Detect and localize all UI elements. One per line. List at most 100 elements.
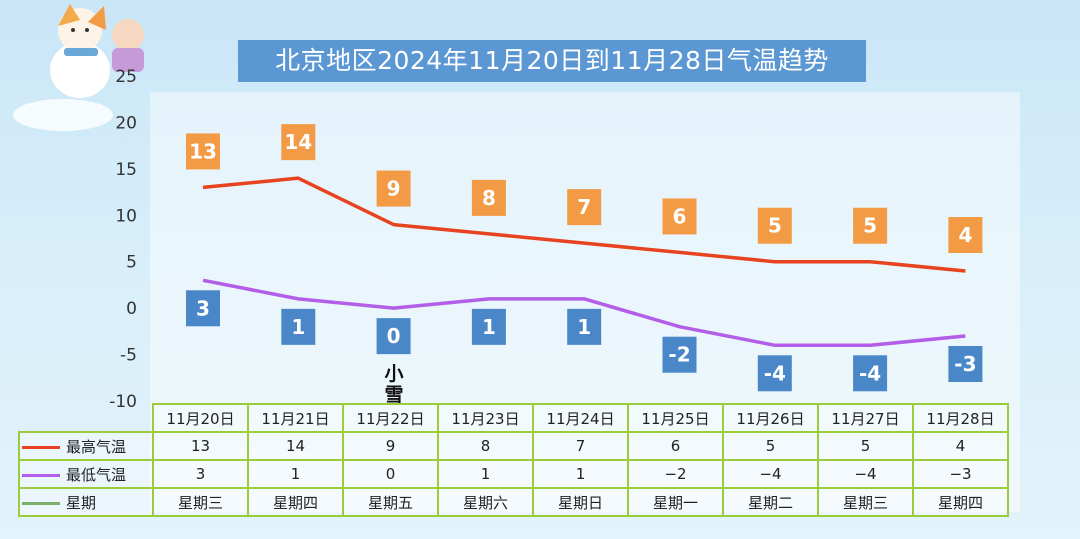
high-value-label: 13 xyxy=(189,139,217,163)
table-corner xyxy=(19,404,153,432)
low-temp-line xyxy=(202,278,966,348)
table-cell: 星期二 xyxy=(722,487,819,517)
table-header-cell: 11月25日 xyxy=(627,403,724,433)
high-value-label: 7 xyxy=(577,195,591,219)
data-table: 11月20日 11月21日 11月22日 11月23日 11月24日 11月25… xyxy=(18,403,1009,517)
table-header-cell: 11月27日 xyxy=(817,403,914,433)
high-value-label: 6 xyxy=(673,204,687,228)
high-value-label: 4 xyxy=(958,223,972,247)
legend-low-label: 最低气温 xyxy=(66,465,127,484)
legend-low: 最低气温 xyxy=(18,459,154,489)
legend-weekday: 星期 xyxy=(18,487,154,517)
y-tick-label: 0 xyxy=(126,299,137,319)
high-value-box xyxy=(376,170,411,207)
high-value-box xyxy=(471,179,506,216)
high-value-label: 8 xyxy=(482,186,496,210)
table-cell: 3 xyxy=(152,459,249,489)
legend-high-label: 最高气温 xyxy=(66,437,127,456)
legend-high-swatch xyxy=(22,445,60,449)
table-cell: 星期三 xyxy=(152,487,249,517)
low-value-label: -3 xyxy=(954,352,976,376)
table-cell: 1 xyxy=(247,459,344,489)
table-cell: −4 xyxy=(722,459,819,489)
high-temp-line xyxy=(202,176,966,273)
y-tick-label: 10 xyxy=(115,206,137,226)
y-tick-label: -10 xyxy=(109,392,137,412)
legend-high: 最高气温 xyxy=(18,431,154,461)
table-row-high: 最高气温 13 14 9 8 7 6 5 5 4 xyxy=(18,431,1009,461)
table-header-cell: 11月28日 xyxy=(912,403,1009,433)
low-value-label: 1 xyxy=(482,315,496,339)
table-cell: 8 xyxy=(437,431,534,461)
low-value-label: 1 xyxy=(291,315,305,339)
high-value-label: 5 xyxy=(768,214,782,238)
table-cell: 5 xyxy=(817,431,914,461)
table-header-row: 11月20日 11月21日 11月22日 11月23日 11月24日 11月25… xyxy=(19,403,1009,433)
high-value-box xyxy=(948,217,983,253)
table-cell: 14 xyxy=(247,431,344,461)
table-row-low: 最低气温 3 1 0 1 1 −2 −4 −4 −3 xyxy=(18,459,1009,489)
table-cell: 星期日 xyxy=(532,487,629,517)
low-value-label: -4 xyxy=(859,361,881,385)
chart-title: 北京地区2024年11月20日到11月28日气温趋势 xyxy=(238,40,866,82)
snowman-illustration xyxy=(13,4,144,131)
y-tick-label: 15 xyxy=(115,160,137,180)
low-value-label: -2 xyxy=(668,343,690,367)
high-value-box xyxy=(281,124,316,161)
table-row-weekday: 星期 星期三 星期四 星期五 星期六 星期日 星期一 星期二 星期三 星期四 xyxy=(18,487,1009,517)
table-cell: 13 xyxy=(152,431,249,461)
table-header-cell: 11月22日 xyxy=(342,403,439,433)
high-value-box xyxy=(853,207,888,244)
legend-weekday-swatch xyxy=(22,501,60,505)
high-value-box xyxy=(567,189,602,226)
low-value-label: 3 xyxy=(196,296,210,320)
high-value-label: 14 xyxy=(284,130,312,154)
low-value-box xyxy=(948,346,983,382)
table-cell: 5 xyxy=(722,431,819,461)
table-cell: 星期六 xyxy=(437,487,534,517)
table-cell: 4 xyxy=(912,431,1009,461)
y-tick-label: 25 xyxy=(115,67,137,87)
table-header-cell: 11月24日 xyxy=(532,403,629,433)
snow-annotation: 小雪 xyxy=(384,363,404,406)
table-cell: 7 xyxy=(532,431,629,461)
low-value-box xyxy=(853,355,888,392)
table-cell: −4 xyxy=(817,459,914,489)
table-header-cell: 11月26日 xyxy=(722,403,819,433)
table-cell: 星期四 xyxy=(912,487,1009,517)
low-value-box xyxy=(757,355,792,392)
low-value-box xyxy=(281,308,316,345)
low-value-box xyxy=(471,308,506,345)
high-value-label: 5 xyxy=(863,214,877,238)
table-cell: 星期五 xyxy=(342,487,439,517)
table-header-cell: 11月23日 xyxy=(437,403,534,433)
table-header-cell: 11月20日 xyxy=(152,403,249,433)
y-tick-label: -5 xyxy=(120,346,137,366)
table-cell: −3 xyxy=(912,459,1009,489)
low-value-box xyxy=(567,308,602,345)
table-cell: 1 xyxy=(532,459,629,489)
low-value-label: 1 xyxy=(577,315,591,339)
legend-low-swatch xyxy=(22,473,60,477)
legend-weekday-label: 星期 xyxy=(66,493,97,512)
low-value-box xyxy=(186,290,220,327)
high-value-box xyxy=(662,198,697,235)
table-cell: 1 xyxy=(437,459,534,489)
y-tick-label: 5 xyxy=(126,253,137,273)
low-value-box xyxy=(376,318,411,355)
table-cell: 9 xyxy=(342,431,439,461)
table-cell: 6 xyxy=(627,431,724,461)
y-tick-label: 20 xyxy=(115,113,137,133)
table-header-cell: 11月21日 xyxy=(247,403,344,433)
table-cell: 星期三 xyxy=(817,487,914,517)
table-cell: 0 xyxy=(342,459,439,489)
low-value-box xyxy=(662,336,697,373)
high-value-label: 9 xyxy=(387,177,401,201)
low-value-label: -4 xyxy=(764,361,786,385)
low-value-label: 0 xyxy=(387,324,401,348)
table-cell: 星期一 xyxy=(627,487,724,517)
high-value-box xyxy=(186,133,220,170)
table-cell: 星期四 xyxy=(247,487,344,517)
table-cell: −2 xyxy=(627,459,724,489)
